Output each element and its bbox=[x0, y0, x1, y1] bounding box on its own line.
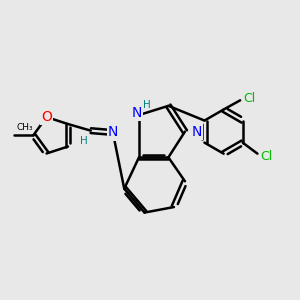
Text: CH₃: CH₃ bbox=[16, 123, 33, 132]
Text: N: N bbox=[132, 106, 142, 120]
Text: N: N bbox=[108, 125, 119, 140]
Text: H: H bbox=[80, 136, 88, 146]
Text: Cl: Cl bbox=[243, 92, 256, 105]
Text: H: H bbox=[143, 100, 151, 110]
Text: O: O bbox=[41, 110, 52, 124]
Text: Cl: Cl bbox=[260, 150, 273, 163]
Text: N: N bbox=[192, 124, 202, 139]
